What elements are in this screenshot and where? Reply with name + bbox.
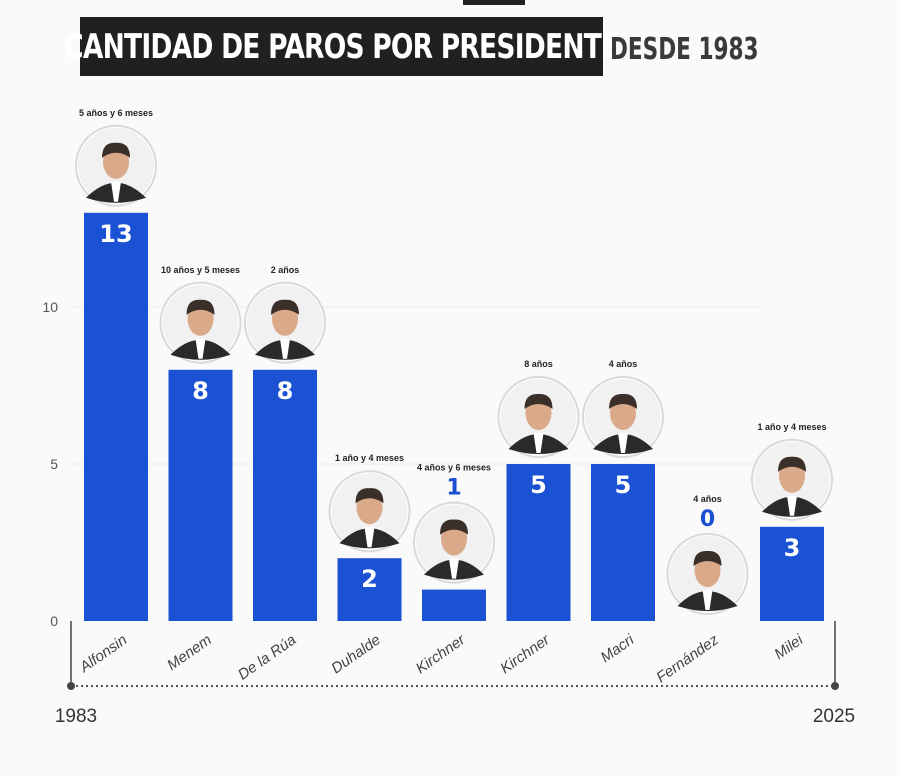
bar — [337, 558, 402, 621]
shirt-collar — [618, 433, 628, 453]
x-tick-label: Alfonsin — [76, 631, 130, 676]
hair-silhouette — [355, 488, 384, 504]
bar — [168, 369, 233, 621]
term-duration-label: 8 años — [524, 359, 553, 369]
hair-silhouette — [524, 393, 553, 409]
top-decoration — [463, 0, 525, 5]
timeline-end-dot — [831, 682, 839, 690]
bar — [760, 526, 824, 621]
hair-silhouette — [440, 519, 468, 535]
hair-silhouette — [102, 142, 130, 158]
shirt-collar — [533, 433, 544, 453]
bar — [422, 589, 486, 621]
x-tick-label: Kirchner — [413, 631, 469, 678]
hair-silhouette — [693, 550, 722, 566]
hair-silhouette — [186, 299, 215, 315]
bar — [506, 464, 571, 621]
x-tick-label: Macri — [598, 631, 638, 666]
bar — [84, 212, 148, 622]
term-duration-label: 4 años — [609, 359, 638, 369]
term-duration-label: 4 años y 6 meses — [417, 463, 491, 473]
hair-silhouette — [271, 299, 299, 315]
y-tick-label: 10 — [42, 299, 58, 315]
chart-subtitle: DESDE 1983 — [610, 32, 759, 67]
y-tick-label: 5 — [50, 456, 58, 472]
x-tick-label: Duhalde — [328, 631, 384, 677]
shirt-collar — [280, 338, 290, 359]
shirt-collar — [111, 181, 121, 202]
term-duration-label: 10 años y 5 meses — [161, 265, 240, 275]
x-tick-label: Fernández — [653, 631, 722, 686]
x-tick-label: Milei — [771, 631, 807, 663]
shirt-collar — [364, 527, 375, 548]
x-tick-label: Menem — [164, 631, 215, 674]
value-label: 1 — [446, 476, 461, 501]
value-label: 2 — [361, 565, 378, 593]
term-duration-label: 5 años y 6 meses — [79, 108, 153, 118]
value-label: 5 — [530, 471, 547, 499]
term-duration-label: 1 año y 4 meses — [757, 422, 826, 432]
y-tick-label: 0 — [50, 613, 58, 629]
x-tick-label: De la Rúa — [235, 631, 299, 683]
value-label: 3 — [784, 534, 801, 562]
term-duration-label: 2 años — [271, 265, 300, 275]
value-label: 5 — [615, 471, 632, 499]
hair-silhouette — [609, 393, 637, 409]
bar — [591, 464, 655, 621]
timeline-end-year: 2025 — [813, 706, 855, 727]
term-duration-label: 4 años — [693, 494, 722, 504]
value-label: 13 — [99, 220, 132, 248]
x-tick-label: Kirchner — [497, 631, 553, 678]
shirt-collar — [195, 338, 206, 359]
term-duration-label: 1 año y 4 meses — [335, 453, 404, 463]
shirt-collar — [787, 495, 797, 516]
bar — [253, 369, 317, 621]
value-label: 8 — [192, 377, 209, 405]
hair-silhouette — [778, 456, 806, 472]
title-banner: CANTIDAD DE PAROS POR PRESIDENTE — [64, 17, 619, 76]
chart-title: CANTIDAD DE PAROS POR PRESIDENTE — [64, 26, 619, 67]
timeline-start-year: 1983 — [55, 706, 97, 727]
timeline-start-dot — [67, 682, 75, 690]
value-label: 8 — [277, 377, 294, 405]
shirt-collar — [702, 590, 713, 610]
shirt-collar — [449, 558, 459, 579]
value-label: 0 — [700, 507, 715, 532]
